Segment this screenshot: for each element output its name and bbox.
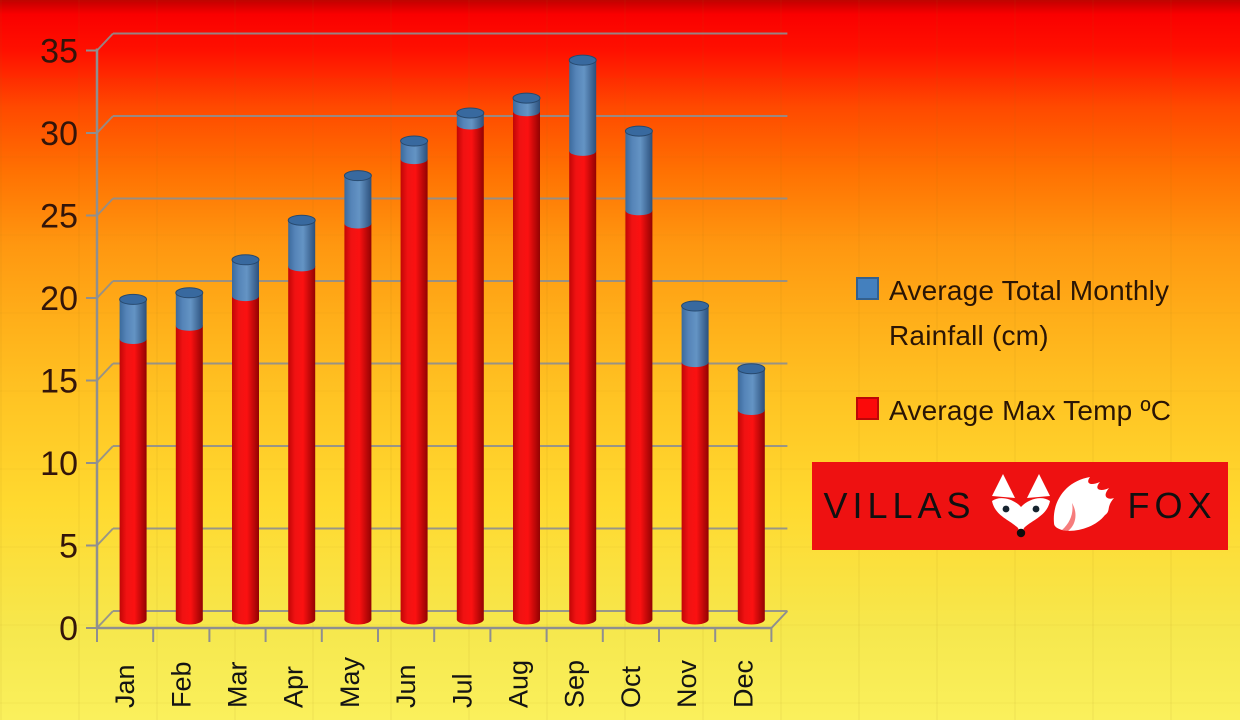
y-axis-tick-label: 25 (40, 198, 78, 236)
bar-bottom-cap (400, 614, 428, 625)
gridline-depth-connector (96, 362, 114, 382)
bar-bottom-cap (625, 614, 653, 625)
bar-segment-max-temp (175, 325, 203, 620)
bar-segment-rainfall (456, 112, 484, 125)
bar-segment-max-temp (569, 150, 597, 620)
x-axis-month-label: Jul (447, 673, 477, 708)
y-axis-tick-label: 30 (40, 115, 78, 153)
x-axis-month-label: Feb (166, 661, 196, 708)
bar-top-cap (456, 107, 485, 119)
gridline-depth-connector (96, 197, 114, 217)
bar-top-cap (512, 92, 541, 104)
bar-segment-max-temp (625, 210, 653, 620)
x-axis-month-label: Mar (223, 661, 253, 708)
bar-segment-rainfall (625, 131, 653, 211)
gridline-depth-connector (96, 280, 114, 299)
y-axis-tick-label: 0 (59, 610, 78, 648)
gridline-depth-connector (96, 527, 114, 547)
gridline-depth-connector (96, 445, 114, 464)
bar-segment-rainfall (737, 368, 765, 410)
legend-item-rainfall: Average Total Monthly Rainfall (cm) (856, 268, 1228, 358)
floor-right-edge (770, 610, 789, 629)
logo-text-villas: VILLAS (823, 485, 976, 526)
bar-top-cap (287, 214, 316, 226)
legend-label-line: Average Total Monthly (889, 275, 1170, 306)
bar-segment-rainfall (344, 175, 372, 224)
logo-text-fox: FOX (1127, 485, 1217, 526)
bar-bottom-cap (737, 614, 765, 625)
x-axis-month-label: Aug (504, 660, 534, 708)
bar-top-cap (400, 135, 429, 147)
bar-top-cap (231, 254, 260, 266)
legend-label-line: Rainfall (cm) (889, 320, 1049, 351)
y-axis-tick-label: 10 (40, 445, 78, 483)
bar-segment-max-temp (119, 339, 147, 620)
bar-segment-max-temp (400, 159, 428, 620)
bar-segment-max-temp (456, 124, 484, 620)
bar-top-cap (737, 363, 766, 375)
bar-top-cap (343, 170, 372, 182)
bar-segment-max-temp (232, 296, 259, 620)
bar-bottom-cap (288, 614, 316, 625)
bar-segment-max-temp (288, 266, 316, 620)
x-axis-month-label: Dec (728, 660, 758, 708)
x-axis-month-label: Jan (110, 664, 140, 708)
legend-item-max-temp: Average Max Temp ºC (856, 388, 1228, 433)
fox-icon (991, 474, 1114, 538)
legend-label-max-temp: Average Max Temp ºC (889, 388, 1171, 433)
bar-segment-rainfall (232, 259, 259, 297)
x-axis-month-label: Jun (391, 664, 421, 708)
bar-segment-max-temp (344, 223, 372, 620)
max-temp-swatch (856, 397, 879, 420)
bar-segment-rainfall (681, 306, 709, 363)
bar-segment-max-temp (681, 362, 709, 620)
x-axis-month-label: Oct (616, 665, 646, 708)
bar-segment-rainfall (119, 299, 147, 339)
bar-bottom-cap (344, 614, 372, 625)
gridline-depth-connector (96, 115, 114, 134)
bar-segment-max-temp (737, 409, 765, 620)
y-axis-tick-label: 5 (59, 528, 78, 566)
bar-bottom-cap (456, 614, 484, 625)
chart-legend: Average Total Monthly Rainfall (cm) Aver… (856, 268, 1228, 463)
bar-segment-rainfall (288, 220, 316, 267)
bar-top-cap (175, 287, 204, 299)
x-axis-month-label: Apr (279, 666, 309, 708)
bar-segment-max-temp (513, 111, 540, 620)
y-axis-tick-label: 15 (40, 363, 78, 401)
x-axis-month-label: Sep (560, 660, 590, 708)
bar-bottom-cap (569, 614, 597, 625)
legend-label-line: Average Max Temp ºC (889, 395, 1172, 426)
villas-fox-logo: VILLAS FOX (812, 462, 1228, 550)
y-axis-tick-label: 20 (40, 280, 78, 318)
bar-bottom-cap (681, 614, 709, 625)
bar-bottom-cap (175, 614, 203, 625)
bar-top-cap (568, 54, 597, 66)
bar-bottom-cap (119, 614, 147, 625)
rainfall-swatch (856, 277, 879, 300)
bar-top-cap (119, 293, 148, 305)
gridline-depth-connector (96, 610, 114, 629)
x-axis-month-label: Nov (672, 659, 702, 708)
x-axis-month-label: May (335, 656, 365, 708)
bar-top-cap (681, 300, 710, 312)
bar-bottom-cap (232, 614, 259, 625)
bar-bottom-cap (513, 614, 540, 625)
bar-segment-rainfall (569, 60, 597, 151)
legend-label-rainfall: Average Total Monthly Rainfall (cm) (889, 268, 1169, 358)
y-axis-tick-label: 35 (40, 33, 78, 71)
gridline-depth-connector (96, 32, 114, 52)
bar-top-cap (624, 125, 653, 137)
